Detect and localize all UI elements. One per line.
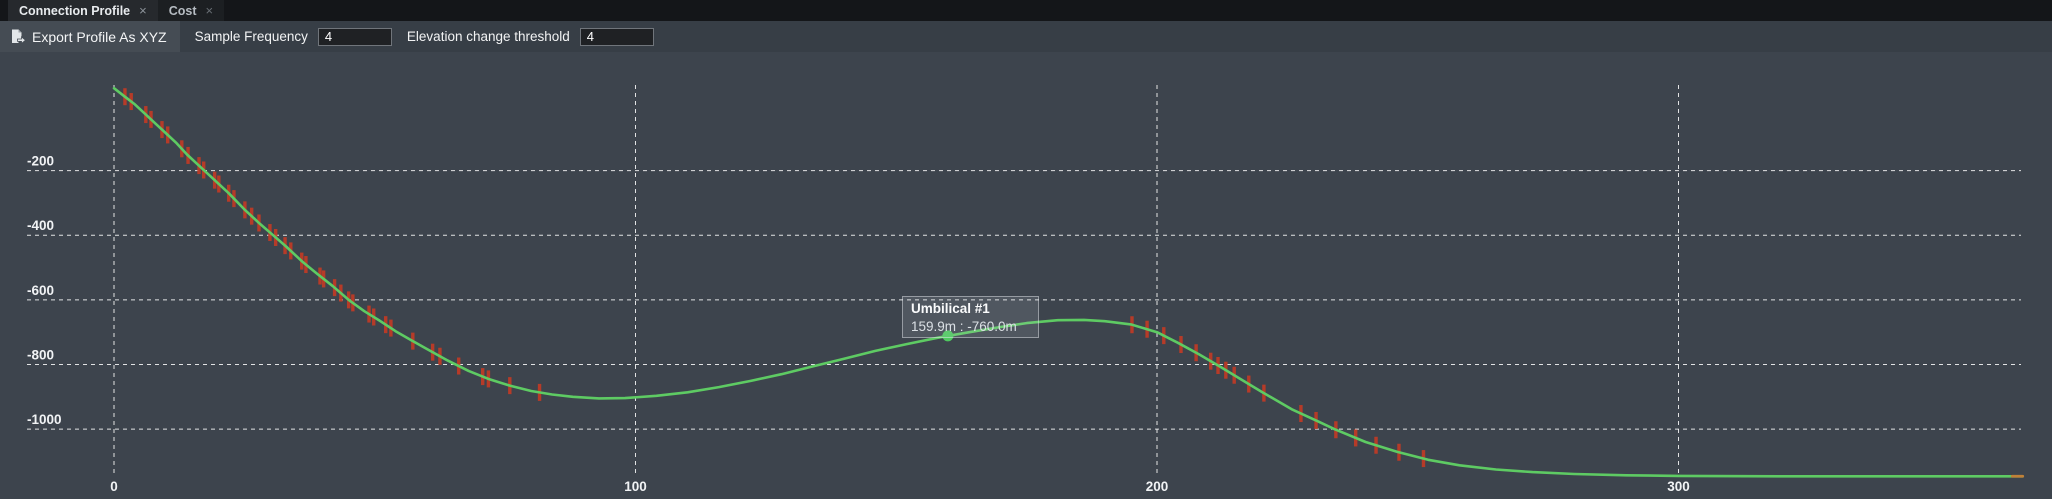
x-tick-label: 0: [110, 479, 118, 494]
export-profile-button[interactable]: Export Profile As XYZ: [0, 21, 180, 52]
elevation-threshold-input[interactable]: [579, 27, 654, 46]
tooltip-title: Umbilical #1: [911, 301, 990, 316]
axis-labels: -200 -400 -600 -800 -1000 0 100 200 300: [27, 154, 1690, 494]
profile-line: [112, 86, 2024, 478]
tooltip-value: 159.9m : -760.0m: [911, 319, 1017, 334]
x-tick-label: 300: [1667, 479, 1690, 494]
tab-connection-profile[interactable]: Connection Profile ×: [8, 0, 158, 21]
tab-cost[interactable]: Cost ×: [157, 0, 225, 21]
tab-label: Connection Profile: [19, 3, 131, 18]
elevation-threshold-label: Elevation change threshold: [406, 29, 570, 44]
y-tick-label: -400: [27, 218, 54, 233]
export-button-label: Export Profile As XYZ: [32, 28, 167, 45]
tab-bar: Connection Profile × Cost ×: [0, 0, 2052, 21]
marker-dot: [942, 330, 954, 342]
tab-label: Cost: [168, 3, 197, 18]
sample-frequency-input[interactable]: [317, 27, 392, 46]
chart-tooltip: Umbilical #1 159.9m : -760.0m: [902, 296, 1039, 338]
export-icon: [9, 28, 26, 45]
y-tick-label: -200: [27, 154, 54, 169]
x-tick-label: 200: [1146, 479, 1169, 494]
hatch-marks: [123, 88, 1426, 468]
y-tick-label: -800: [27, 347, 54, 362]
x-tick-label: 100: [624, 479, 647, 494]
toolbar: Export Profile As XYZ Sample Frequency E…: [0, 21, 2052, 52]
sample-frequency-label: Sample Frequency: [194, 29, 308, 44]
gridlines: [27, 85, 2021, 474]
y-tick-label: -600: [27, 283, 54, 298]
y-tick-label: -1000: [27, 412, 62, 427]
close-icon[interactable]: ×: [205, 3, 214, 18]
close-icon[interactable]: ×: [139, 3, 147, 18]
